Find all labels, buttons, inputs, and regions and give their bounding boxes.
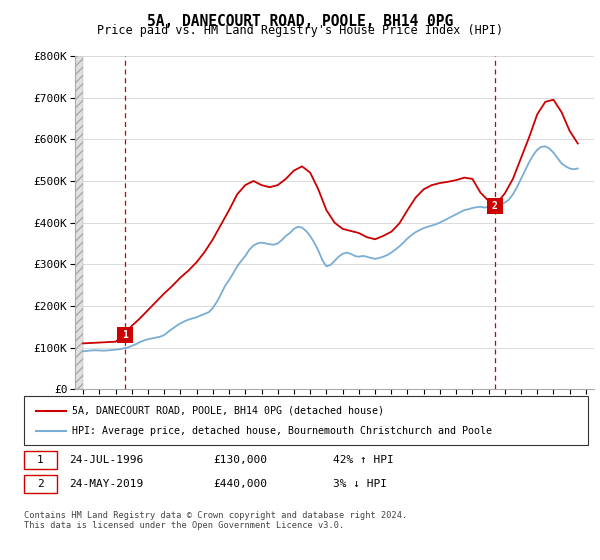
Text: 2: 2 <box>492 201 498 211</box>
Text: HPI: Average price, detached house, Bournemouth Christchurch and Poole: HPI: Average price, detached house, Bour… <box>72 426 492 436</box>
Text: 3% ↓ HPI: 3% ↓ HPI <box>333 479 387 489</box>
Text: £130,000: £130,000 <box>213 455 267 465</box>
Text: 5A, DANECOURT ROAD, POOLE, BH14 0PG (detached house): 5A, DANECOURT ROAD, POOLE, BH14 0PG (det… <box>72 405 384 416</box>
Text: 2: 2 <box>37 479 44 489</box>
Text: Contains HM Land Registry data © Crown copyright and database right 2024.
This d: Contains HM Land Registry data © Crown c… <box>24 511 407 530</box>
Text: £440,000: £440,000 <box>213 479 267 489</box>
Text: 1: 1 <box>37 455 44 465</box>
Text: 24-JUL-1996: 24-JUL-1996 <box>69 455 143 465</box>
Text: 24-MAY-2019: 24-MAY-2019 <box>69 479 143 489</box>
Bar <box>75 56 83 389</box>
Text: 5A, DANECOURT ROAD, POOLE, BH14 0PG: 5A, DANECOURT ROAD, POOLE, BH14 0PG <box>147 14 453 29</box>
Text: 42% ↑ HPI: 42% ↑ HPI <box>333 455 394 465</box>
Text: 1: 1 <box>122 330 128 340</box>
Text: Price paid vs. HM Land Registry's House Price Index (HPI): Price paid vs. HM Land Registry's House … <box>97 24 503 37</box>
